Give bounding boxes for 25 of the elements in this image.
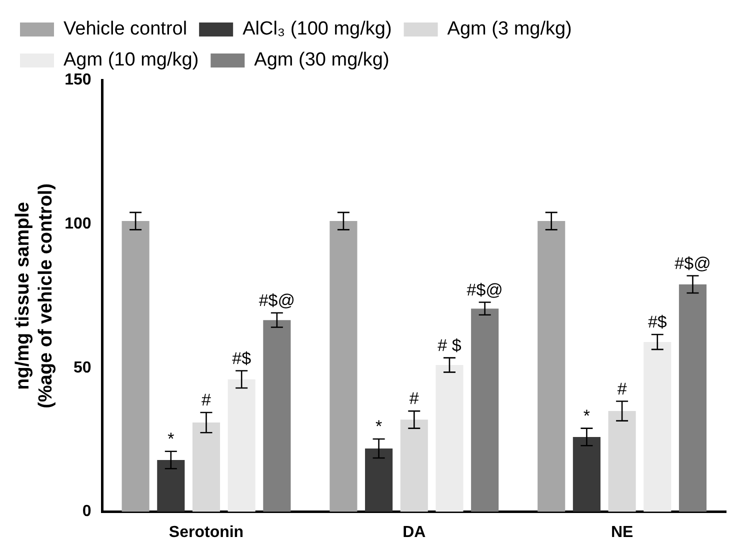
data-label: # [202, 390, 212, 410]
data-label: # [409, 389, 420, 408]
legend-label: Agm (3 mg/kg) [447, 18, 572, 40]
data-label: * [168, 430, 175, 449]
y-axis-title: ng/mg tissue sample (%age of vehicle control) [12, 183, 56, 408]
y-tick-label: 0 [82, 503, 92, 520]
data-label: #$ [648, 312, 668, 332]
x-tick-label: DA [402, 524, 426, 541]
data-label: #$ [232, 348, 252, 368]
data-label: #$@ [674, 254, 711, 273]
x-tick-label: NE [610, 524, 634, 541]
data-label: #$@ [466, 280, 503, 300]
data-label: #$@ [258, 291, 296, 310]
y-tick-label: 50 [74, 359, 92, 376]
legend-label: Vehicle control [64, 18, 188, 40]
data-label: * [375, 417, 382, 436]
legend-label: Agm (30 mg/kg) [254, 50, 390, 71]
legend-label: AlCl₃ (100 mg/kg) [242, 18, 392, 40]
data-label: # [617, 379, 628, 398]
y-tick-label: 150 [64, 71, 92, 88]
legend-label: Agm (10 mg/kg) [64, 50, 199, 71]
data-label: * [583, 406, 590, 426]
x-tick-label: Serotonin [168, 524, 244, 541]
y-tick-label: 100 [64, 215, 92, 232]
data-label: # $ [438, 336, 462, 355]
